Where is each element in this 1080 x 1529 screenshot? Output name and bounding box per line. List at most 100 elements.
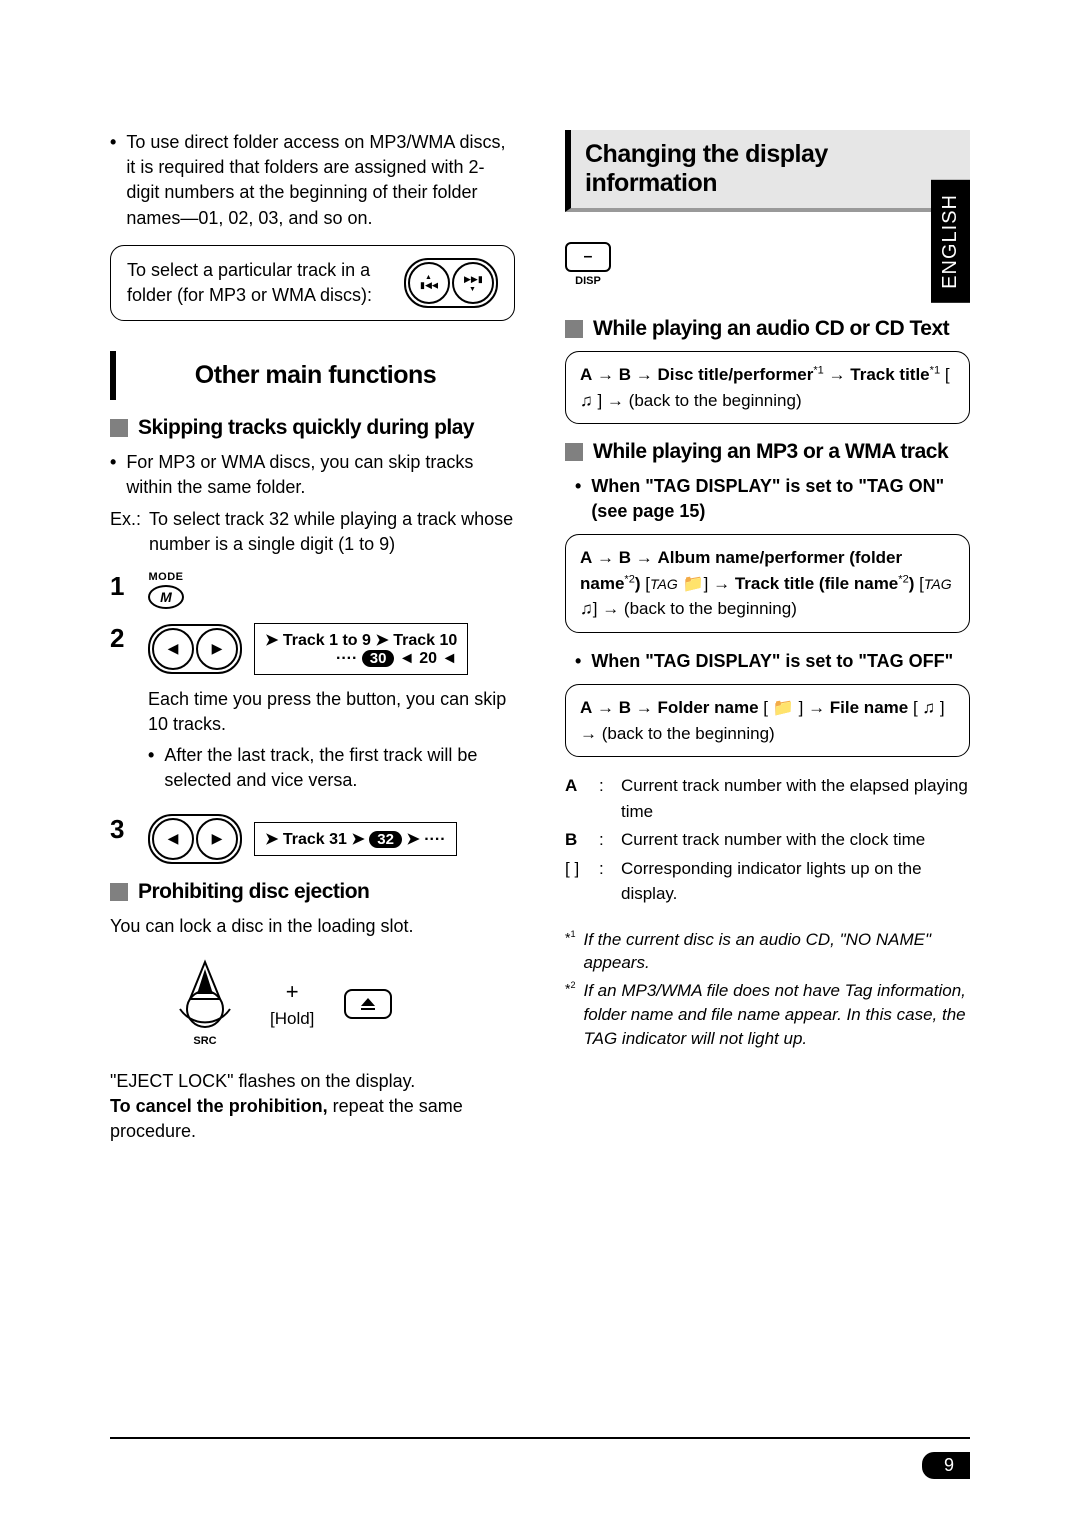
nav-button-group-3: ◀ ▶ (148, 814, 242, 864)
subhead-mp3-text: While playing an MP3 or a WMA track (593, 440, 948, 464)
svg-text:▶▶▮: ▶▶▮ (464, 274, 482, 284)
seq1-disc: Disc title/performer (657, 365, 813, 384)
def-bracket-text: Corresponding indicator lights up on the… (621, 856, 970, 907)
svg-text:▮◀◀: ▮◀◀ (420, 280, 438, 290)
skip-bullet-text: For MP3 or WMA discs, you can skip track… (126, 450, 515, 500)
footnote-1-text: If the current disc is an audio CD, "NO … (584, 928, 970, 976)
seq3-a: A (580, 698, 592, 717)
footnote-1: *1 If the current disc is an audio CD, "… (565, 928, 970, 976)
mode-m-icon: M (148, 585, 184, 609)
seq2-b: B (619, 548, 631, 567)
hold-label: [Hold] (270, 1009, 314, 1029)
step-2-number: 2 (110, 623, 132, 654)
sequence-box-3: A → B → Folder name [ 📁 ] → File name [ … (565, 684, 970, 757)
tagoff-text: When "TAG DISPLAY" is set to "TAG OFF" (591, 649, 953, 674)
sequence-box-2: A → B → Album name/performer (folder nam… (565, 534, 970, 633)
callout-text: To select a particular track in a folder… (127, 258, 394, 308)
left-column: To use direct folder access on MP3/WMA d… (110, 130, 515, 1144)
next-track-icon: ▶▶▮▼ (452, 262, 494, 304)
step2-bullet: After the last track, the first track wi… (148, 743, 515, 793)
def-B: B: Current track number with the clock t… (565, 827, 970, 853)
nav-button-group-2: ◀ ▶ (148, 624, 242, 674)
track3-pill: 32 (369, 831, 402, 848)
def-A-text: Current track number with the elapsed pl… (621, 773, 970, 824)
seq2-back: (back to the beginning) (624, 599, 797, 618)
footer-rule (110, 1437, 970, 1439)
square-bullet-icon (565, 443, 583, 461)
heading-display-info: Changing the display information (565, 130, 970, 212)
hold-column: + [Hold] (270, 979, 314, 1029)
track-seq-a: Track 1 to 9 (283, 632, 371, 649)
next-track-icon: ▶ (196, 628, 238, 670)
right-column: Changing the display information – DISP … (565, 130, 970, 1144)
eject-intro: You can lock a disc in the loading slot. (110, 914, 515, 939)
prev-track-icon: ◀ (152, 818, 194, 860)
def-B-text: Current track number with the clock time (621, 827, 925, 853)
eject-line2: To cancel the prohibition, repeat the sa… (110, 1094, 515, 1144)
mode-button: MODE M (148, 571, 184, 609)
prev-track-icon: ◀ (152, 628, 194, 670)
svg-text:SRC: SRC (193, 1035, 216, 1047)
seq2-tracktitle: Track title (file name (735, 574, 898, 593)
tagon-bullet: When "TAG DISPLAY" is set to "TAG ON" (s… (575, 474, 970, 524)
nav-button-group: ▲▮◀◀ ▶▶▮▼ (404, 258, 498, 308)
eject-button-icon (344, 989, 392, 1019)
step2-bullet-text: After the last track, the first track wi… (164, 743, 515, 793)
track-sequence-box: ➤ Track 1 to 9 ➤ Track 10 ···· 30 ◄ 20 ◄ (254, 623, 468, 675)
eject-line1: "EJECT LOCK" flashes on the display. (110, 1069, 515, 1094)
callout-select-track: To select a particular track in a folder… (110, 245, 515, 321)
seq1-a: A (580, 365, 592, 384)
track-seq-b: Track 10 (393, 632, 457, 649)
example-row: Ex.: To select track 32 while playing a … (110, 507, 515, 557)
seq3-back: (back to the beginning) (602, 724, 775, 743)
seq3-b: B (619, 698, 631, 717)
seq1-b: B (619, 365, 631, 384)
step-3: 3 ◀ ▶ ➤ Track 31 ➤ 32 ➤ ···· (110, 814, 515, 864)
subhead-mp3: While playing an MP3 or a WMA track (565, 440, 970, 464)
tagoff-bullet: When "TAG DISPLAY" is set to "TAG OFF" (575, 649, 970, 674)
track-seq-c: 20 (419, 650, 437, 667)
step-2: 2 ◀ ▶ ➤ Track 1 to 9 ➤ Track 10 ···· 30 … (110, 623, 515, 800)
src-knob-icon: SRC (170, 959, 240, 1049)
seq2-a: A (580, 548, 592, 567)
seq1-track: Track title (850, 365, 929, 384)
ex-text: To select track 32 while playing a track… (149, 507, 515, 557)
subhead-prohibit: Prohibiting disc ejection (110, 880, 515, 904)
step-1: 1 MODE M (110, 571, 515, 609)
footnote-2: *2 If an MP3/WMA file does not have Tag … (565, 979, 970, 1050)
intro-bullet-text: To use direct folder access on MP3/WMA d… (126, 130, 515, 231)
skip-bullet: For MP3 or WMA discs, you can skip track… (110, 450, 515, 500)
disp-button-icon: – (565, 242, 611, 272)
mode-label: MODE (149, 571, 184, 583)
language-tab: ENGLISH (931, 180, 970, 303)
subhead-audio-cd-text: While playing an audio CD or CD Text (593, 317, 949, 341)
track-sequence-box-3: ➤ Track 31 ➤ 32 ➤ ···· (254, 822, 457, 856)
tagon-text: When "TAG DISPLAY" is set to "TAG ON" (s… (591, 474, 970, 524)
step2-text: Each time you press the button, you can … (148, 687, 515, 737)
footnote-2-text: If an MP3/WMA file does not have Tag inf… (584, 979, 970, 1050)
subhead-prohibit-text: Prohibiting disc ejection (138, 880, 369, 904)
step-3-number: 3 (110, 814, 132, 845)
ex-label: Ex.: (110, 507, 141, 557)
eject-diagram: SRC + [Hold] (170, 959, 515, 1049)
page-number: 9 (922, 1452, 970, 1479)
prev-track-icon: ▲▮◀◀ (408, 262, 450, 304)
def-bracket: [ ]: Corresponding indicator lights up o… (565, 856, 970, 907)
heading-other-functions: Other main functions (110, 351, 515, 400)
track-seq-pill: 30 (362, 650, 395, 667)
subhead-audio-cd: While playing an audio CD or CD Text (565, 317, 970, 341)
sequence-box-1: A → B → Disc title/performer*1 → Track t… (565, 351, 970, 424)
next-track-icon: ▶ (196, 818, 238, 860)
eject-line2-bold: To cancel the prohibition, (110, 1096, 328, 1116)
seq3-file: File name (830, 698, 908, 717)
step-1-number: 1 (110, 571, 132, 602)
square-bullet-icon (565, 320, 583, 338)
seq3-folder: Folder name (657, 698, 758, 717)
disp-label: DISP (575, 275, 601, 287)
disp-button: – DISP (565, 242, 611, 287)
intro-bullet: To use direct folder access on MP3/WMA d… (110, 130, 515, 231)
seq1-back: (back to the beginning) (629, 391, 802, 410)
square-bullet-icon (110, 883, 128, 901)
subhead-skipping: Skipping tracks quickly during play (110, 416, 515, 440)
def-A: A: Current track number with the elapsed… (565, 773, 970, 824)
